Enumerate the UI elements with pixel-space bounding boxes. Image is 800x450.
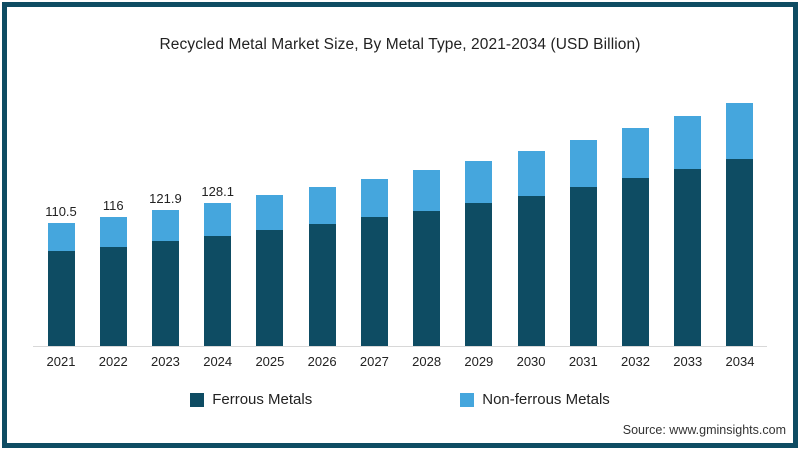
bar-segment-ferrous: [622, 178, 650, 346]
bar-2025: [256, 195, 284, 346]
bar-segment-ferrous: [151, 241, 179, 346]
bar-segment-ferrous: [465, 203, 493, 346]
bar-segment-ferrous: [569, 187, 597, 346]
bar-segment-nonferrous: [99, 217, 127, 247]
bar-segment-ferrous: [47, 251, 75, 346]
bar-segment-nonferrous: [413, 170, 441, 211]
bar-segment-nonferrous: [622, 128, 650, 178]
bar-segment-ferrous: [674, 169, 702, 346]
x-tick-label-2027: 2027: [359, 354, 389, 369]
bar-segment-ferrous: [517, 196, 545, 346]
x-axis-line: [33, 346, 767, 347]
bar-2024: [204, 203, 232, 346]
x-tick-label-2028: 2028: [412, 354, 442, 369]
bar-2033: [674, 116, 702, 346]
bar-2032: [622, 128, 650, 346]
legend-label-ferrous: Ferrous Metals: [212, 391, 313, 408]
chart-title: Recycled Metal Market Size, By Metal Typ…: [159, 36, 641, 53]
bar-2031: [569, 140, 597, 346]
x-tick-label-2033: 2033: [673, 354, 703, 369]
bar-2034: [726, 103, 754, 346]
x-tick-label-2032: 2032: [621, 354, 650, 369]
x-tick-label-2030: 2030: [516, 354, 546, 369]
bar-segment-ferrous: [308, 224, 336, 346]
bar-value-label-2024: 128.1: [201, 184, 234, 199]
bar-segment-nonferrous: [517, 151, 545, 196]
x-tick-label-2026: 2026: [307, 354, 337, 369]
bar-2026: [308, 187, 336, 346]
legend-item-ferrous: Ferrous Metals: [190, 391, 312, 408]
legend-swatch-nonferrous-icon: [460, 392, 475, 407]
bar-segment-ferrous: [256, 230, 284, 346]
x-tick-label-2022: 2022: [98, 354, 128, 369]
bar-segment-nonferrous: [569, 140, 597, 187]
x-tick-label-2021: 2021: [46, 354, 76, 369]
bar-value-label-2022: 116: [102, 198, 124, 213]
bar-segment-ferrous: [204, 236, 232, 346]
bar-segment-nonferrous: [151, 210, 179, 241]
bar-segment-nonferrous: [726, 103, 754, 159]
x-tick-label-2024: 2024: [203, 354, 233, 369]
bar-2029: [465, 161, 493, 346]
bar-2023: [151, 210, 179, 346]
bar-2022: [99, 217, 127, 346]
bar-segment-nonferrous: [256, 195, 284, 230]
bar-segment-nonferrous: [47, 223, 75, 251]
bar-segment-ferrous: [413, 211, 441, 346]
bar-segment-nonferrous: [204, 203, 232, 236]
bar-segment-nonferrous: [674, 116, 702, 169]
bar-segment-ferrous: [99, 247, 127, 346]
bar-2021: [47, 223, 75, 346]
legend-swatch-ferrous-icon: [190, 392, 205, 407]
legend-label-nonferrous: Non-ferrous Metals: [482, 391, 610, 408]
x-tick-label-2034: 2034: [725, 354, 755, 369]
bar-value-label-2021: 110.5: [45, 204, 77, 219]
x-tick-label-2023: 2023: [150, 354, 180, 369]
bar-segment-nonferrous: [308, 187, 336, 224]
bar-segment-ferrous: [726, 159, 754, 346]
legend-item-nonferrous: Non-ferrous Metals: [460, 391, 610, 408]
source-attribution: Source: www.gminsights.com: [622, 423, 786, 437]
bar-2028: [413, 170, 441, 346]
x-tick-label-2025: 2025: [255, 354, 285, 369]
legend: Ferrous Metals Non-ferrous Metals: [0, 391, 800, 408]
x-tick-label-2031: 2031: [568, 354, 598, 369]
bar-segment-nonferrous: [360, 179, 388, 217]
bar-segment-nonferrous: [465, 161, 493, 203]
bar-value-label-2023: 121.9: [149, 191, 182, 206]
bar-2027: [360, 179, 388, 346]
bar-segment-ferrous: [360, 217, 388, 346]
bar-2030: [517, 151, 545, 346]
x-tick-label-2029: 2029: [464, 354, 494, 369]
